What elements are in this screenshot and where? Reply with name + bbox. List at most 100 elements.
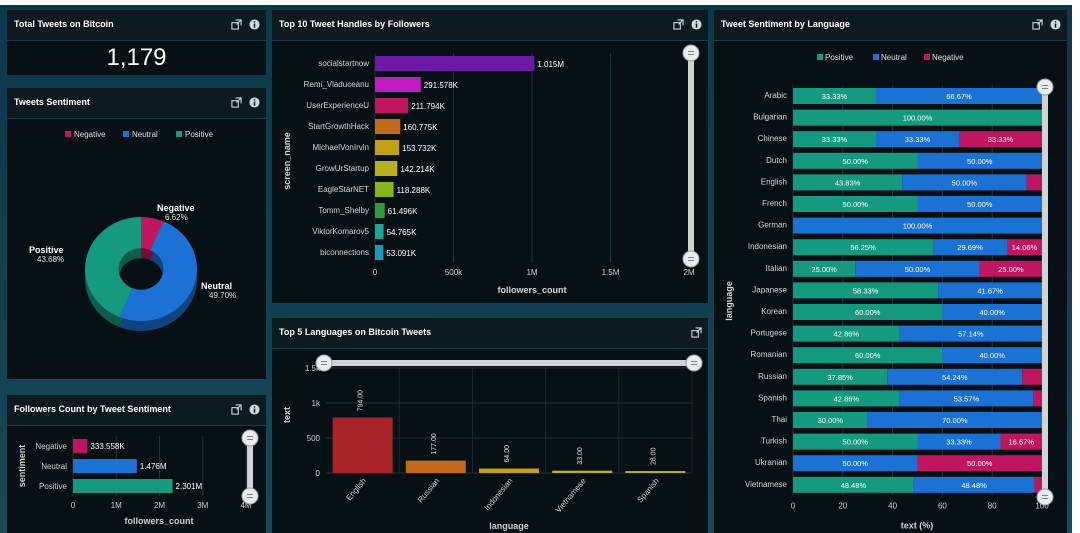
bar-value-label: 333.558K [90, 442, 125, 451]
zoom-slider-handle[interactable] [241, 429, 259, 447]
y-tick-label: EagleStarNET [318, 185, 369, 194]
bar-value-label: 54.765K [387, 228, 417, 237]
panel-title: Top 10 Tweet Handles by Followers [279, 19, 430, 29]
bar-value-label: 153.732K [402, 144, 437, 153]
y-tick-label: Chinese [758, 134, 788, 143]
x-axis-title: text (%) [901, 520, 934, 530]
legend-swatch [65, 131, 71, 137]
lang-sentiment-panel: Tweet Sentiment by Language Positive Neut… [714, 10, 1067, 533]
panel-header: Top 10 Tweet Handles by Followers [272, 10, 708, 41]
pie-label-value: 49.70% [209, 291, 236, 300]
info-icon[interactable] [249, 18, 260, 30]
bar [375, 140, 400, 155]
bar [625, 471, 686, 473]
x-tick-label: 1M [111, 501, 122, 510]
segment-value-label: 50.00% [843, 459, 869, 468]
segment-value-label: 40.00% [979, 308, 1005, 317]
y-tick-label: Korean [761, 307, 787, 316]
info-icon[interactable] [1050, 18, 1061, 30]
x-tick-label: 1M [526, 268, 537, 277]
stacked-bar-segment [933, 239, 1007, 256]
zoom-slider-handle[interactable] [241, 487, 259, 505]
y-tick-label: English [761, 177, 787, 186]
y-tick-label: ViktorKomarov5 [312, 227, 369, 236]
stacked-bar-segment [793, 260, 856, 277]
info-icon[interactable] [249, 403, 260, 415]
panel-header: Top 5 Languages on Bitcoin Tweets [272, 318, 708, 349]
panel-header: Tweets Sentiment [7, 88, 266, 119]
stacked-bar-segment [917, 455, 1042, 472]
top-handles-chart: 0 500k 1M 1.5M 2M socialstartnow 1.015M Remi_Vl… [282, 44, 700, 295]
y-tick-label: GrowUrStartup [316, 164, 370, 173]
zoom-slider-handle[interactable] [685, 354, 703, 372]
stacked-bar-segment [793, 174, 903, 191]
stacked-bar-segment [793, 347, 943, 364]
segment-value-label: 57.14% [958, 330, 984, 339]
expand-icon[interactable] [673, 18, 684, 30]
stacked-bar-segment [793, 152, 918, 169]
expand-icon[interactable] [231, 18, 242, 30]
followers-sentiment-panel: Followers Count by Tweet Sentiment 0 1M 2M… [7, 395, 266, 533]
segment-value-label: 53.57% [954, 394, 980, 403]
y-tick-label: Remi_Vladuceanu [304, 80, 369, 89]
y-tick-label: Japanese [752, 285, 787, 294]
legend-label: Negative [74, 130, 106, 139]
stacked-bar-segment [899, 325, 1042, 342]
y-tick-label: Indonesian [748, 242, 787, 251]
y-tick-label: Positive [39, 482, 68, 491]
x-tick-label: Indonesian [482, 477, 514, 513]
y-tick-label: Bulgarian [753, 113, 787, 122]
info-icon[interactable] [249, 96, 260, 108]
bar [375, 161, 398, 176]
expand-icon[interactable] [1032, 18, 1043, 30]
segment-value-label: 50.00% [967, 200, 993, 209]
bar [375, 203, 385, 218]
info-icon[interactable] [691, 18, 702, 30]
stacked-bar-segment [917, 152, 1042, 169]
legend-swatch [123, 131, 129, 137]
stacked-bar-segment [793, 368, 888, 385]
x-tick-label: Russian [416, 477, 441, 505]
sentiment-pie-chart: Negative Neutral PositiveNegative6.62%Neut… [29, 130, 236, 332]
segment-value-label: 48.48% [961, 481, 987, 490]
expand-icon[interactable] [231, 403, 242, 415]
stacked-bar-segment [793, 325, 900, 342]
bar-value-label: 53.091K [386, 249, 416, 258]
zoom-slider-handle[interactable] [682, 44, 700, 62]
segment-value-label: 25.00% [811, 265, 837, 274]
x-axis-title: followers_count [497, 285, 566, 295]
stacked-bar-segment [793, 304, 943, 320]
pie-label-name: Neutral [201, 281, 232, 291]
zoom-slider-handle[interactable] [1036, 78, 1054, 96]
legend-swatch [924, 54, 930, 60]
x-tick-label: 20 [838, 501, 847, 510]
x-tick-label: 1.5M [602, 268, 620, 277]
bar [375, 245, 384, 260]
expand-icon[interactable] [231, 96, 242, 108]
bar-value-label: 142.214K [400, 165, 435, 174]
x-tick-label: 80 [988, 501, 997, 510]
panel-title: Tweet Sentiment by Language [721, 19, 850, 29]
total-tweets-value: 1,179 [106, 44, 167, 71]
panel-title: Total Tweets on Bitcoin [14, 19, 114, 29]
pie-slice [141, 217, 164, 250]
zoom-slider-handle[interactable] [1036, 488, 1054, 506]
legend-label: Positive [185, 130, 214, 139]
stacked-bar-segment [793, 433, 918, 450]
zoom-slider-handle[interactable] [315, 354, 333, 372]
x-axis-title: language [489, 521, 529, 531]
legend-swatch [176, 131, 182, 137]
zoom-slider-handle[interactable] [682, 250, 700, 268]
bar [375, 77, 421, 92]
bar [375, 224, 384, 239]
stacked-bar-segment [793, 88, 876, 104]
followers-sentiment-chart: 0 1M 2M 3M 4M Negative 333.558K Neutral 1.476M Po… [17, 429, 259, 526]
expand-icon[interactable] [691, 326, 702, 338]
segment-value-label: 43.83% [835, 178, 861, 187]
bar [552, 470, 613, 473]
bar-value-label: 118.288K [397, 186, 431, 195]
segment-value-label: 56.25% [850, 243, 876, 252]
stacked-bar-segment [793, 217, 1042, 234]
segment-value-label: 14.06% [1012, 243, 1038, 252]
y-tick-label: French [762, 199, 787, 208]
